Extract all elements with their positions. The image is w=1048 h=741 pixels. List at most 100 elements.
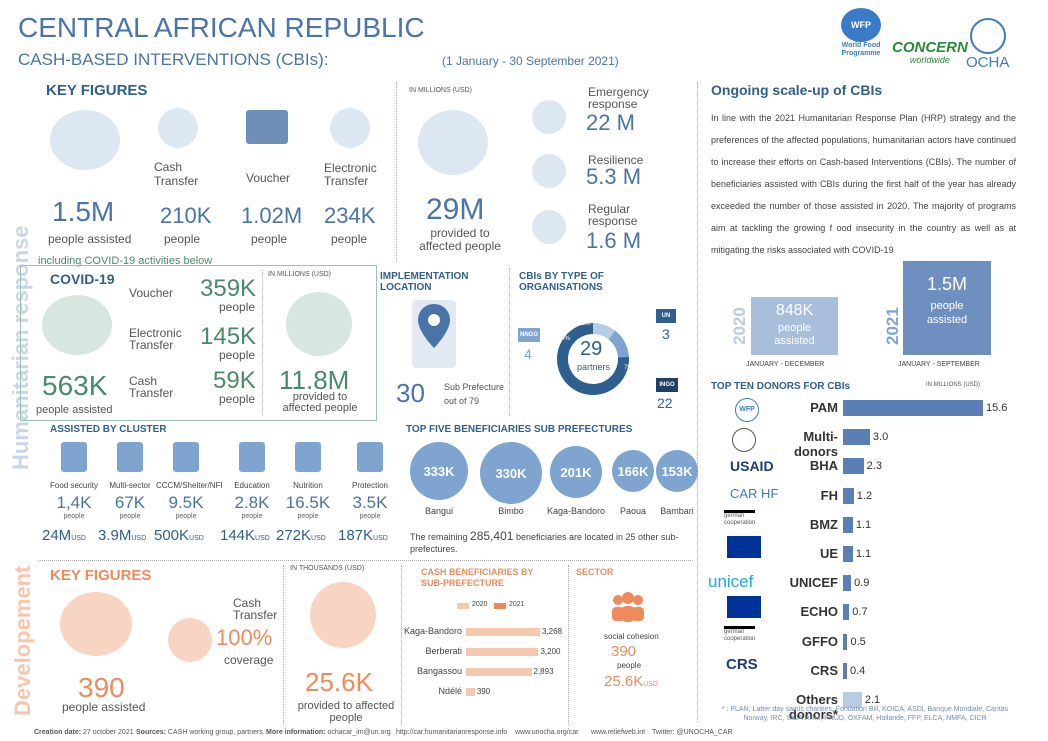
cluster-people-unit: people — [63, 513, 85, 520]
voucher-value: 1.02M — [241, 203, 303, 228]
value-2021: 1.5M — [926, 274, 968, 294]
cluster-usd: 3.9MUSD — [98, 527, 146, 544]
social-cohesion-icon — [608, 590, 648, 624]
legend-2020-swatch — [457, 603, 469, 609]
donor-bar — [843, 692, 862, 708]
nngo-segment — [608, 330, 629, 358]
cluster-name: Education — [234, 481, 270, 490]
cluster-people-value: 3.5K — [352, 493, 388, 512]
electronic-transfer-unit: people — [331, 232, 368, 246]
sector-name: social cohesion — [604, 632, 659, 641]
donor-name: PAM — [810, 400, 838, 415]
covid-people-value: 563K — [42, 370, 108, 401]
divider-vertical-1 — [396, 82, 397, 262]
cluster-people-value: 1,4K — [56, 493, 92, 512]
cash-transfer-label: Cash Transfer — [154, 160, 199, 188]
cluster-usd-value: 3.9M — [98, 527, 132, 544]
donor-name: Others donors* — [788, 692, 838, 722]
footer-email-link[interactable]: ochacar_im@un.org — [327, 729, 391, 736]
footer-creation-date: 27 october 2021 — [83, 729, 134, 736]
remaining-value: 285,401 — [470, 529, 514, 543]
cash-transfer-unit: people — [164, 232, 201, 246]
un-segment — [593, 323, 616, 340]
dev-people-icon — [60, 592, 132, 656]
covid-title: COVID-19 — [50, 271, 115, 287]
cluster-usd-unit: USD — [131, 535, 147, 542]
report-period: (1 January - 30 September 2021) — [442, 54, 619, 68]
electronic-transfer-label: Electronic Transfer — [324, 161, 377, 188]
donor-value: 1.1 — [855, 518, 872, 531]
covid-electronic-value: 145K — [200, 323, 257, 350]
donor-bar — [843, 662, 847, 679]
footer-more-label: More information: — [266, 729, 326, 736]
footer-link-ocha[interactable]: www.unocha.org/car — [515, 729, 579, 736]
ingo-value: 22 — [657, 395, 673, 411]
top5-bubble: 166K — [612, 450, 654, 492]
regular-label: Regular response — [588, 202, 638, 228]
covid-note: including COVID-19 activities below — [38, 255, 213, 267]
divider-vertical-impl — [509, 268, 510, 416]
pct-11-label: 11% — [579, 321, 591, 327]
donor-bar — [843, 516, 853, 533]
german-cooperation-logo-1: german cooperation — [724, 510, 756, 527]
development-section-label: Developement — [10, 565, 35, 716]
eu-flag-icon-2 — [727, 596, 761, 618]
covid-voucher-unit: people — [219, 300, 256, 314]
eu-flag-icon-1 — [727, 536, 761, 558]
dev-divider-3 — [568, 565, 569, 725]
cash-transfer-value: 210K — [160, 203, 212, 228]
cluster-usd-unit: USD — [311, 535, 326, 542]
divider-horizontal-dev — [38, 560, 693, 561]
cluster-people-unit: people — [119, 513, 141, 520]
wfp-logo-mark: WFP — [841, 8, 881, 42]
dev-coverage-value: 100% — [216, 625, 273, 650]
dev-people-value: 390 — [78, 672, 125, 703]
un-flag-icon: UN — [656, 309, 676, 323]
donors-title: TOP TEN DONORS FOR CBIs — [711, 381, 851, 392]
cluster-usd: 500KUSD — [154, 527, 204, 544]
cluster-usd: 144KUSD — [220, 527, 270, 544]
donor-name: UE — [819, 546, 838, 561]
covid-voucher-label: Voucher — [129, 286, 174, 300]
donor-name: BHA — [809, 458, 838, 474]
scaleup-text: In line with the 2021 Humanitarian Respo… — [711, 113, 1016, 255]
donor-name: BMZ — [809, 516, 838, 532]
carhf-logo: CAR HF — [730, 486, 779, 501]
footer-link-hr[interactable]: http://car.humanitarianresponse.info — [396, 729, 508, 736]
top5-name: Bambari — [660, 506, 694, 516]
sector-usd-value: 25.6KUSD — [604, 673, 658, 690]
footer-sources-value: CASH working group, partners. — [167, 729, 265, 736]
top5-remaining: The remaining 285,401 beneficiaries are … — [410, 530, 690, 555]
regular-icon — [532, 210, 566, 244]
cluster-icon — [357, 442, 383, 472]
orgs-donut-chart — [557, 323, 629, 395]
concern-logo: CONCERN worldwide — [892, 40, 968, 65]
covid-people-label: people assisted — [36, 404, 113, 416]
dev-total-label: provided to affected people — [297, 700, 395, 724]
bar-2021 — [903, 261, 991, 355]
dev-title: KEY FIGURES — [50, 567, 152, 584]
donors-footnote: * : PLAN, Latter day saints charities, F… — [721, 706, 1009, 722]
donor-name: Multi-donors — [793, 429, 838, 460]
dev-thousands-label: IN THOUSANDS (USD) — [290, 565, 365, 572]
donor-bar — [843, 604, 850, 621]
donor-bar — [843, 458, 864, 475]
covid-voucher-value: 359K — [200, 275, 257, 302]
covid-electronic-label: Electronic Transfer — [129, 326, 182, 352]
covid-cash-unit: people — [219, 392, 256, 406]
cluster-name: Nutrition — [293, 481, 323, 490]
regular-value: 1.6 M — [586, 228, 642, 253]
cluster-name: Protection — [351, 481, 389, 490]
footer-link-reliefweb[interactable]: www.reliefweb.int — [591, 729, 646, 736]
funds-total-value: 29M — [426, 193, 485, 226]
donor-value: 15.6 — [986, 402, 1008, 414]
cash-benef-bar — [466, 668, 532, 676]
crs-logo: CRS — [726, 656, 758, 673]
wfp-donor-logo: WFP — [735, 398, 759, 422]
remaining-pre: The remaining — [410, 532, 468, 542]
dev-total-value: 25.6K — [305, 667, 373, 697]
cluster-people-unit: people — [359, 513, 381, 520]
covid-divider — [262, 270, 263, 415]
footer-twitter[interactable]: Twitter: @UNOCHA_CAR — [652, 729, 733, 736]
voucher-icon — [246, 110, 288, 144]
